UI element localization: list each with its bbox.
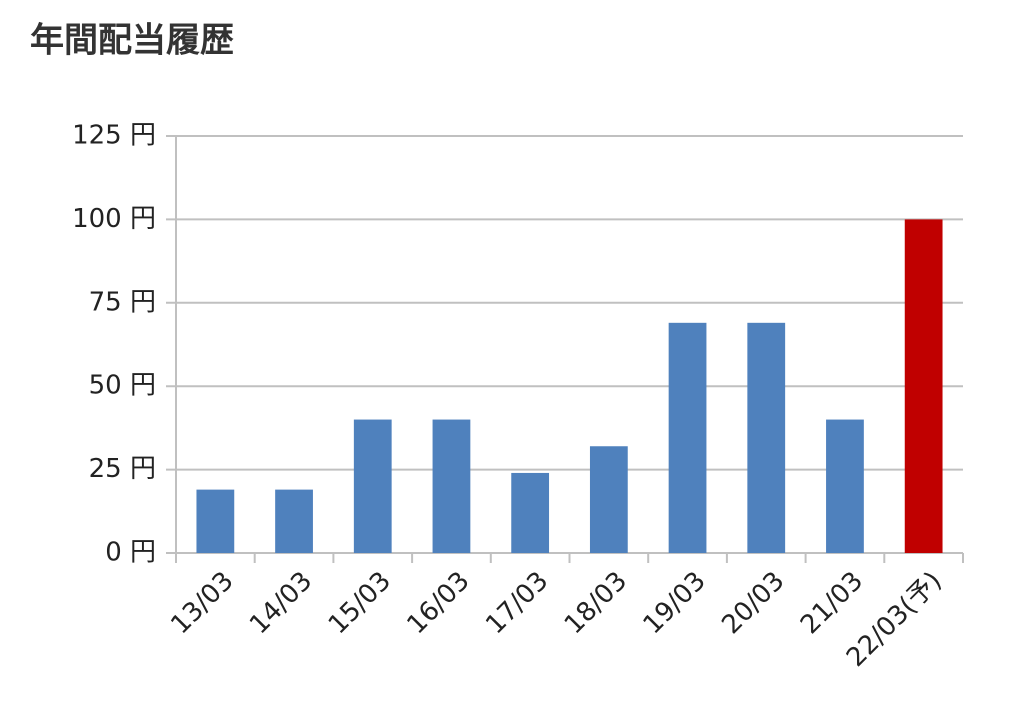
y-tick-label: 100 円	[72, 204, 156, 234]
bar	[353, 419, 392, 553]
x-tick-label: 14/03	[244, 566, 318, 640]
x-tick-label: 19/03	[638, 566, 712, 640]
x-tick-label: 16/03	[402, 566, 476, 640]
x-tick-label: 20/03	[716, 566, 790, 640]
bar	[196, 489, 235, 553]
bar	[904, 219, 943, 553]
chart-title: 年間配当履歴	[30, 21, 234, 61]
bar	[589, 446, 628, 553]
bar	[747, 322, 786, 553]
y-tick-label: 125 円	[72, 121, 156, 151]
bar	[826, 419, 864, 553]
y-tick-label: 50 円	[89, 371, 156, 401]
bar	[275, 489, 313, 553]
x-tick-label: 13/03	[165, 566, 239, 640]
bar	[668, 322, 707, 553]
x-tick-label: 18/03	[559, 566, 633, 640]
y-tick-label: 75 円	[89, 287, 156, 317]
bar	[511, 472, 550, 553]
x-tick-label: 17/03	[480, 566, 554, 640]
bar	[432, 419, 471, 553]
x-tick-label: 15/03	[323, 566, 397, 640]
x-tick-label: 21/03	[795, 566, 869, 640]
y-tick-label: 0 円	[105, 538, 156, 568]
y-tick-label: 25 円	[89, 454, 156, 484]
